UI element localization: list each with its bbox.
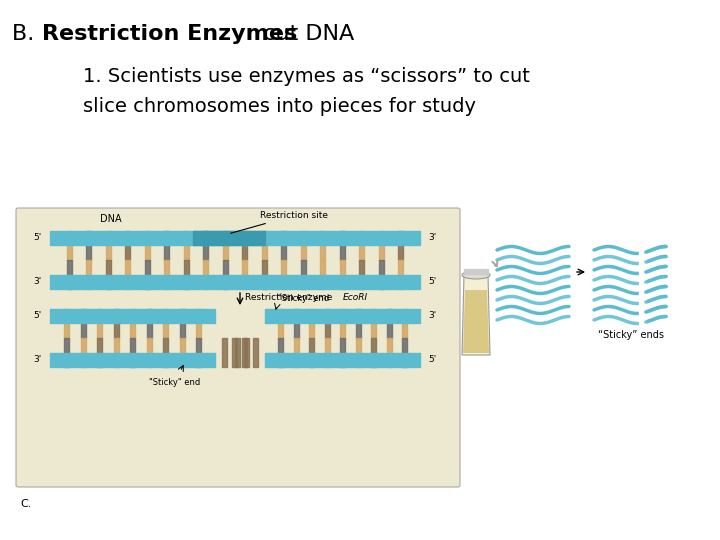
Text: cut DNA: cut DNA [256,24,354,44]
Text: slice chromosomes into pieces for study: slice chromosomes into pieces for study [83,97,476,116]
Text: 3': 3' [34,355,42,364]
Ellipse shape [462,271,490,279]
Text: Restriction enzyme: Restriction enzyme [245,293,336,301]
Text: 5': 5' [428,355,436,364]
Text: “Sticky” ends: “Sticky” ends [598,330,664,340]
Text: DNA: DNA [100,214,122,224]
Text: Restriction site: Restriction site [230,211,328,233]
Text: B.: B. [12,24,41,44]
Polygon shape [462,275,490,355]
Text: "Sticky" end: "Sticky" end [149,378,201,387]
Text: 5': 5' [34,312,42,321]
Text: 1. Scientists use enzymes as “scissors” to cut: 1. Scientists use enzymes as “scissors” … [83,68,530,86]
Text: 3': 3' [428,233,436,242]
Text: EcoRI: EcoRI [343,293,368,301]
Text: C.: C. [20,499,32,509]
Text: 3': 3' [428,312,436,321]
Text: 5': 5' [34,233,42,242]
FancyBboxPatch shape [16,208,460,487]
Text: 3': 3' [34,278,42,287]
Text: 5': 5' [428,278,436,287]
Text: "Sticky" end: "Sticky" end [278,294,329,303]
Polygon shape [463,290,489,353]
Text: Restriction Enzymes: Restriction Enzymes [42,24,297,44]
